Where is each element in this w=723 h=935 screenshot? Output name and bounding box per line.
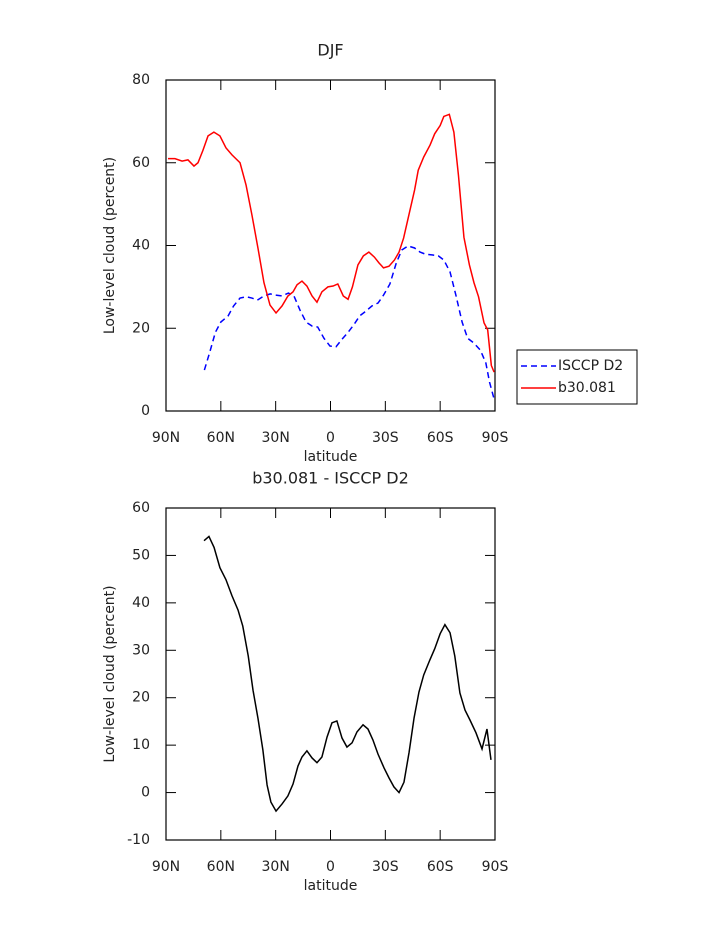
x-tick-label: 90N <box>152 430 180 446</box>
y-tick-label: -10 <box>127 832 150 848</box>
legend-box <box>516 349 638 405</box>
y-tick-label: 40 <box>132 238 150 254</box>
legend-label: ISCCP D2 <box>558 358 623 374</box>
y-tick-label: 50 <box>132 547 150 563</box>
y-tick-label: 0 <box>141 785 150 801</box>
x-tick-label: 0 <box>326 859 335 875</box>
x-tick-label: 60S <box>427 430 454 446</box>
y-tick-label: 80 <box>132 72 150 88</box>
y-tick-label: 30 <box>132 642 150 658</box>
x-tick-label: 60N <box>207 430 235 446</box>
x-axis-label: latitude <box>304 878 358 894</box>
y-tick-label: 60 <box>132 500 150 516</box>
x-axis-label: latitude <box>304 449 358 465</box>
data-line <box>203 245 495 400</box>
x-tick-label: 0 <box>326 430 335 446</box>
data-line <box>203 535 492 813</box>
x-tick-label: 30S <box>372 430 399 446</box>
data-line <box>168 113 495 373</box>
x-tick-label: 30N <box>262 859 290 875</box>
chart-title: b30.081 - ISCCP D2 <box>252 469 409 488</box>
x-tick-label: 90N <box>152 859 180 875</box>
x-tick-label: 90S <box>482 430 509 446</box>
y-axis-label: Low-level cloud (percent) <box>102 585 118 762</box>
x-tick-label: 30S <box>372 859 399 875</box>
legend-label: b30.081 <box>558 380 616 396</box>
y-axis-label: Low-level cloud (percent) <box>102 157 118 334</box>
y-tick-label: 60 <box>132 155 150 171</box>
x-tick-label: 60S <box>427 859 454 875</box>
y-tick-label: 40 <box>132 595 150 611</box>
y-tick-label: 0 <box>141 403 150 419</box>
x-tick-label: 90S <box>482 859 509 875</box>
plot-frame <box>165 79 496 412</box>
y-tick-label: 10 <box>132 737 150 753</box>
plot-frame <box>165 507 496 841</box>
chart-title: DJF <box>317 41 343 60</box>
x-tick-label: 60N <box>207 859 235 875</box>
x-tick-label: 30N <box>262 430 290 446</box>
y-tick-label: 20 <box>132 320 150 336</box>
y-tick-label: 20 <box>132 690 150 706</box>
